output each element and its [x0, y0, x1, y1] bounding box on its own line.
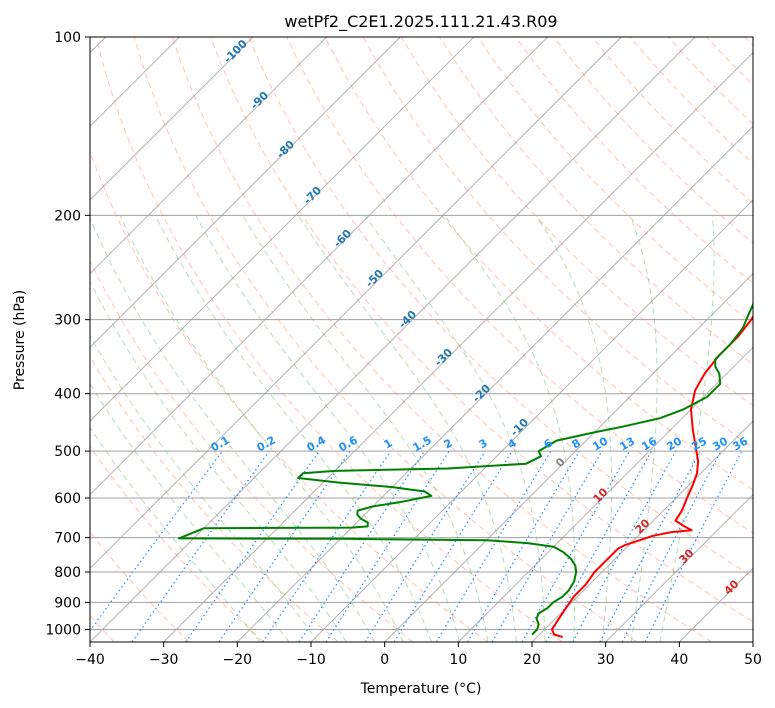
y-tick-label: 200 — [54, 208, 81, 224]
x-tick-label: 10 — [449, 652, 467, 668]
x-axis-label: Temperature (°C) — [360, 681, 482, 697]
moist-adiabat-line — [154, 215, 432, 642]
y-tick-label: 300 — [54, 313, 81, 329]
isotherm-line — [90, 37, 696, 642]
x-tick-label: −40 — [75, 652, 105, 668]
isotherm-line — [163, 51, 753, 642]
moist-adiabat-line — [195, 215, 461, 642]
moist-adiabat-line — [444, 215, 576, 642]
isotherm-line — [90, 37, 401, 349]
mixing-ratio-line — [262, 450, 392, 642]
dry-adiabat-line — [515, 37, 753, 284]
moist-adiabat-line — [535, 215, 613, 642]
series-lines — [177, 302, 753, 639]
mixing-ratio-line — [466, 450, 580, 642]
mixing-ratio-line — [325, 450, 450, 642]
y-tick-label: 700 — [54, 531, 81, 547]
profile-line — [177, 302, 753, 636]
chart-title: wetPf2_C2E1.2025.111.21.43.R09 — [284, 12, 557, 32]
isotherm-line — [605, 493, 753, 642]
mixing-ratio-line — [185, 450, 320, 642]
isotherm-line — [531, 420, 753, 642]
y-tick-label: 900 — [54, 595, 81, 611]
dry-adiabat-line — [95, 37, 563, 642]
moist-adiabat-line — [90, 280, 347, 642]
moist-adiabat-line — [90, 426, 261, 642]
dry-adiabat-line — [90, 259, 414, 642]
dry-adiabat-line — [171, 37, 712, 642]
mixing-ratio-line — [572, 450, 677, 642]
y-tick-label: 600 — [54, 491, 81, 507]
moist-adiabat-line — [90, 334, 319, 642]
isotherm-line — [310, 199, 753, 642]
y-tick-label: 500 — [54, 444, 81, 460]
isotherm-line — [457, 346, 753, 642]
y-tick-label: 800 — [54, 565, 81, 581]
plot-background — [90, 37, 753, 642]
x-tick-label: 50 — [744, 652, 762, 668]
moist-adiabat-line — [90, 382, 290, 642]
profile-line — [550, 314, 753, 639]
mixing-ratio-line — [298, 450, 425, 642]
isotherm-line — [90, 37, 475, 422]
background-lines — [90, 37, 753, 642]
isotherm-line — [90, 37, 622, 570]
mixing-ratio-line — [435, 450, 552, 642]
moist-adiabat-line — [119, 215, 404, 642]
isotherm-line — [90, 37, 254, 201]
isotherm-line — [90, 37, 328, 275]
x-tick-label: 0 — [380, 652, 389, 668]
dry-adiabat-line — [90, 445, 264, 642]
moist-adiabat-line — [629, 215, 658, 642]
x-tick-label: −20 — [223, 652, 253, 668]
x-tick-label: −10 — [296, 652, 326, 668]
y-tick-label: 100 — [54, 30, 81, 46]
y-tick-label: 1000 — [45, 622, 81, 638]
y-axis-label: Pressure (hPa) — [12, 290, 28, 390]
mixing-ratio-line — [393, 450, 513, 642]
x-tick-label: 40 — [670, 652, 688, 668]
dry-adiabat-line — [248, 37, 753, 578]
x-tick-label: 20 — [523, 652, 541, 668]
y-tick-label: 400 — [54, 387, 81, 403]
moist-adiabat-line — [364, 215, 546, 642]
y-axis-ticks: 100 200 300 400 500 600 700 800 900 1000 — [45, 30, 90, 638]
mixing-ratio-line — [364, 450, 486, 642]
moist-adiabat-line — [90, 216, 376, 642]
isotherm-line — [236, 125, 753, 642]
x-axis-ticks: −40 −30 −20 −10 0 10 20 30 40 50 — [75, 642, 762, 668]
mixing-ratio-line — [599, 450, 702, 642]
x-tick-label: 30 — [597, 652, 615, 668]
dry-adiabat-line — [286, 37, 753, 534]
isotherm-line — [90, 37, 549, 496]
mixing-ratio-line — [218, 450, 351, 642]
x-tick-label: −30 — [149, 652, 179, 668]
moist-adiabat-line — [659, 215, 715, 642]
isotherm-line — [752, 641, 753, 642]
dry-adiabat-line — [133, 37, 638, 642]
plot-frame — [89, 36, 754, 643]
dry-adiabat-line — [324, 37, 753, 491]
dry-adiabat-line — [210, 37, 753, 623]
